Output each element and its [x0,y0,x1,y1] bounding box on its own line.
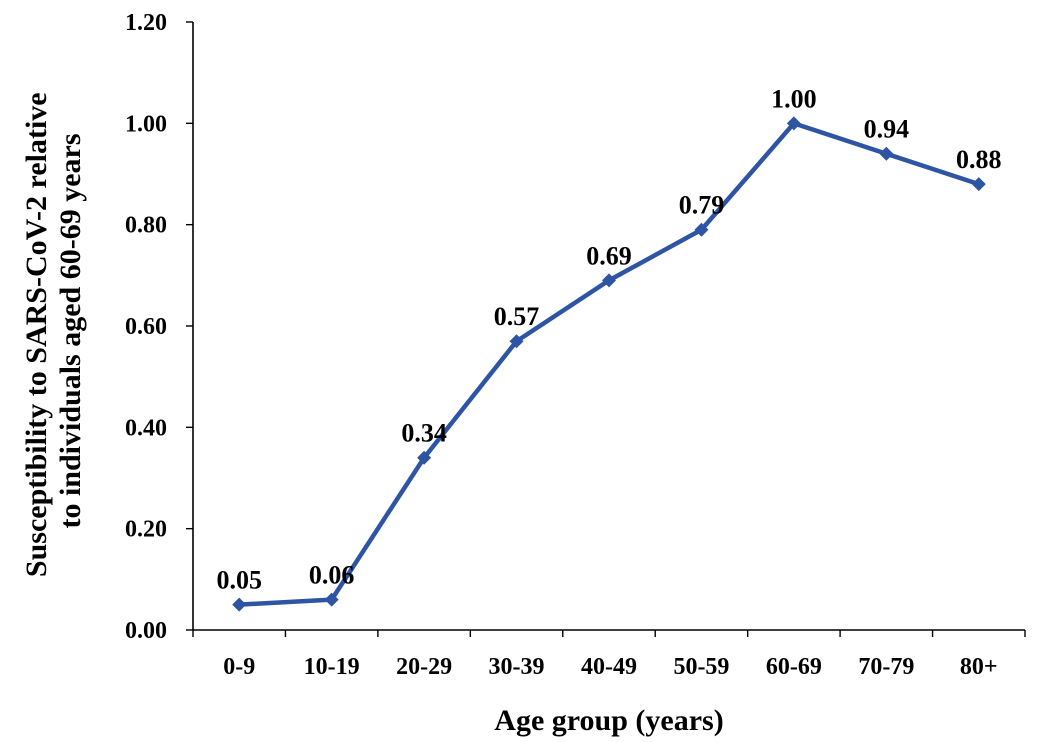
y-axis-title-line-2: to individuals aged 60-69 years [54,133,87,528]
y-axis-ticks: 0.00 0.20 0.40 0.60 0.80 1.00 1.20 [125,10,193,644]
data-point-marker [417,450,432,465]
data-point-marker [509,334,524,349]
y-tick-label: 0.20 [125,517,167,543]
x-axis-ticks: 0-9 10-19 20-29 30-39 40-49 50-59 60-69 70-79 80… [192,630,1026,680]
y-tick-label: 1.20 [125,10,167,36]
data-point-marker [324,592,339,607]
y-tick-label: 0.60 [125,314,167,340]
y-axis-title-line-1: Susceptibility to SARS-CoV-2 relative [20,92,53,577]
data-point-marker [232,597,247,612]
data-point-marker [694,222,709,237]
x-tick-label: 40-49 [581,654,637,680]
data-point-marker [786,116,801,131]
x-tick-label: 80+ [960,654,998,680]
y-tick-label: 0.40 [125,415,167,441]
data-label: 0.94 [864,115,910,144]
x-tick-label: 0-9 [223,654,255,680]
data-labels: 0.05 0.06 0.34 0.57 0.69 0.79 1.00 0.94 0.88 [216,84,1001,594]
data-label: 0.05 [216,566,262,595]
y-tick-label: 1.00 [125,111,167,137]
x-tick-label: 70-79 [858,654,914,680]
data-label: 0.69 [586,241,632,270]
x-tick-label: 30-39 [489,654,545,680]
x-tick-label: 50-59 [673,654,729,680]
series-markers [232,116,986,612]
data-label: 0.06 [309,561,355,590]
series-line [236,121,982,607]
data-label: 0.34 [401,419,447,448]
data-label: 0.57 [494,302,540,331]
data-point-marker [971,177,986,192]
y-tick-label: 0.00 [125,618,167,644]
x-axis-title: Age group (years) [494,704,723,737]
data-point-marker [879,146,894,161]
data-label: 1.00 [771,84,817,113]
x-tick-label: 60-69 [766,654,822,680]
x-tick-label: 10-19 [304,654,360,680]
data-point-marker [602,273,616,288]
data-label: 0.79 [679,191,725,220]
data-label: 0.88 [956,145,1002,174]
y-axis-title: Susceptibility to SARS-CoV-2 relative to… [20,85,87,577]
x-tick-label: 20-29 [396,654,452,680]
y-tick-label: 0.80 [125,213,167,239]
